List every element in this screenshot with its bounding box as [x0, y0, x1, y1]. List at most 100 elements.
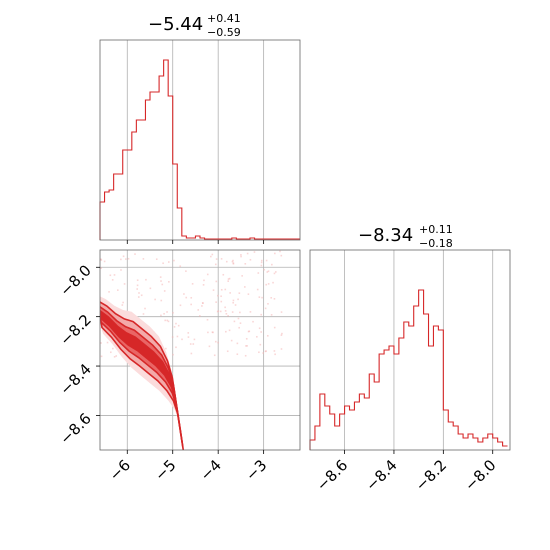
scatter-point [253, 251, 256, 253]
scatter-point [187, 332, 190, 334]
scatter-point [149, 287, 152, 290]
scatter-point [113, 356, 116, 358]
scatter-point [100, 355, 103, 358]
scatter-point [232, 262, 235, 264]
scatter-point [232, 299, 235, 302]
scatter-point [225, 260, 228, 263]
scatter-point [189, 343, 192, 345]
scatter-point [224, 288, 227, 291]
scatter-point [228, 329, 231, 332]
scatter-point [236, 353, 239, 356]
scatter-point [211, 253, 214, 256]
scatter-point [185, 270, 187, 272]
scatter-point [120, 269, 122, 271]
title-median: −8.34 [358, 225, 413, 246]
scatter-point [206, 318, 209, 321]
title-plus: +0.41 [207, 12, 241, 25]
contour-middle [100, 305, 184, 448]
x-tick-label: −8.2 [412, 456, 450, 494]
scatter-point [280, 334, 283, 336]
scatter-point [168, 281, 170, 283]
scatter-point [179, 304, 182, 307]
scatter-point [246, 252, 249, 255]
histogram-param2-title: −8.34 +0.11 −0.18 [358, 223, 453, 250]
scatter-point [122, 301, 124, 304]
scatter-point [100, 259, 103, 261]
scatter-point [140, 294, 143, 297]
scatter-point [244, 263, 247, 265]
scatter-point [161, 283, 164, 286]
scatter-point [231, 260, 234, 263]
scatter-point [247, 293, 250, 295]
scatter-point [155, 258, 158, 260]
title-median: −5.44 [148, 14, 203, 35]
scatter-point [106, 341, 109, 344]
scatter-point [274, 252, 276, 255]
scatter-point [136, 288, 138, 290]
scatter-point [261, 296, 263, 299]
scatter-point [122, 255, 125, 258]
scatter-point [100, 342, 102, 344]
axes-frame [309, 249, 511, 451]
scatter-point [199, 315, 201, 317]
y-tick-label: −8.2 [56, 311, 94, 349]
scatter-point [280, 348, 283, 350]
y-tick-label: −8.6 [56, 410, 94, 448]
scatter-point [240, 254, 242, 256]
scatter-point [266, 271, 269, 273]
scatter-point [112, 347, 114, 350]
scatter-point [258, 327, 261, 330]
scatter-point [245, 345, 247, 347]
contour-inner [100, 309, 184, 444]
axes-frame [99, 249, 301, 451]
scatter-point [145, 278, 147, 281]
scatter-point [256, 335, 258, 338]
scatter-point [237, 317, 240, 320]
scatter-point [236, 342, 239, 345]
y-tick-label: −8.0 [56, 261, 94, 299]
scatter-point [220, 288, 223, 291]
scatter-point [217, 341, 219, 344]
scatter-point [225, 312, 228, 315]
scatter-point [243, 286, 246, 288]
scatter-point [260, 331, 262, 333]
scatter-point [241, 275, 243, 277]
scatter-point [265, 283, 268, 286]
scatter-point [226, 350, 229, 353]
scatter-point [115, 355, 118, 357]
scatter-point [245, 337, 248, 340]
scatter-point [213, 354, 216, 357]
scatter-point [185, 296, 188, 299]
histogram-param2-panel: −8.6 −8.4 −8.2 −8.0 [309, 249, 511, 495]
scatter-point [159, 276, 162, 278]
title-minus: −0.18 [419, 237, 453, 250]
scatter-point [214, 340, 217, 343]
scatter-point [142, 313, 145, 315]
scatter-point [109, 274, 112, 277]
scatter-point [224, 310, 227, 312]
scatter-point [225, 330, 227, 333]
scatter-point [272, 281, 274, 284]
scatter-point [219, 310, 222, 313]
scatter-point [175, 322, 177, 325]
scatter-point [265, 259, 268, 262]
scatter-point [230, 339, 233, 342]
scatter-point [113, 274, 116, 276]
scatter-point [260, 259, 263, 262]
scatter-point [239, 322, 242, 324]
scatter-point [176, 335, 179, 338]
scatter-point [171, 336, 174, 338]
scatter-point [240, 255, 242, 258]
scatter-point [267, 270, 270, 273]
scatter-point [142, 258, 145, 260]
scatter-point [202, 284, 205, 286]
axes-frame [99, 39, 301, 241]
scatter-point [257, 272, 260, 274]
title-plus: +0.11 [419, 223, 453, 236]
scatter-point [167, 261, 170, 263]
scatter-point [266, 334, 269, 337]
scatter-point [173, 326, 176, 328]
scatter-point [206, 273, 209, 276]
scatter-point [252, 320, 254, 323]
scatter-point [181, 338, 183, 341]
